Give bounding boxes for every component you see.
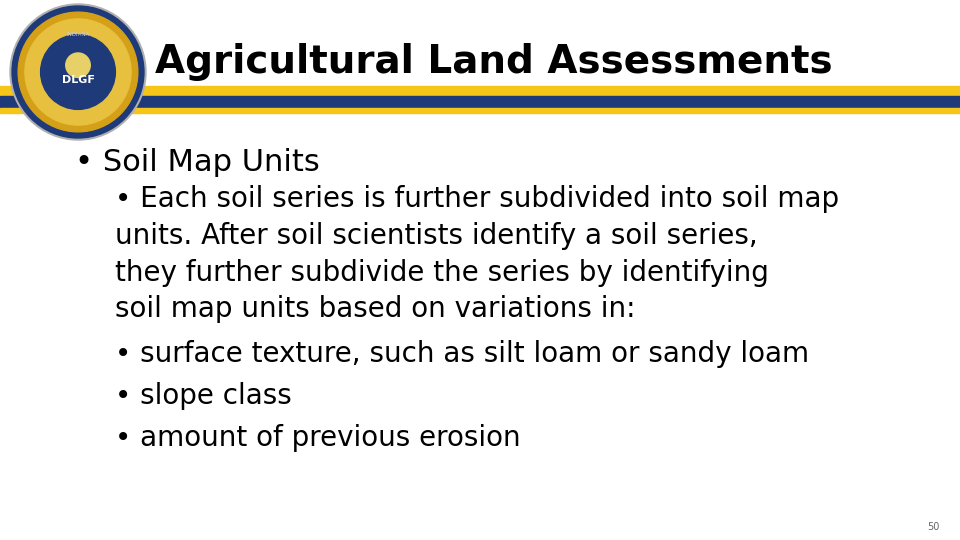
Bar: [0, 108, 960, 113]
Circle shape: [10, 4, 146, 140]
Text: INDIANA: INDIANA: [66, 32, 89, 37]
Bar: [0, 96, 960, 108]
Text: • amount of previous erosion: • amount of previous erosion: [115, 424, 520, 452]
Text: DLGF: DLGF: [61, 75, 94, 85]
Circle shape: [65, 53, 90, 77]
Circle shape: [40, 35, 115, 110]
Text: • surface texture, such as silt loam or sandy loam: • surface texture, such as silt loam or …: [115, 340, 809, 368]
Circle shape: [18, 12, 138, 132]
Bar: [0, 86, 960, 96]
Circle shape: [25, 19, 131, 125]
Text: • Soil Map Units: • Soil Map Units: [75, 148, 320, 177]
Circle shape: [12, 6, 144, 138]
Text: 50: 50: [927, 522, 940, 532]
Text: • slope class: • slope class: [115, 382, 292, 410]
Text: Agricultural Land Assessments: Agricultural Land Assessments: [155, 43, 832, 81]
Text: • Each soil series is further subdivided into soil map
units. After soil scienti: • Each soil series is further subdivided…: [115, 185, 839, 323]
